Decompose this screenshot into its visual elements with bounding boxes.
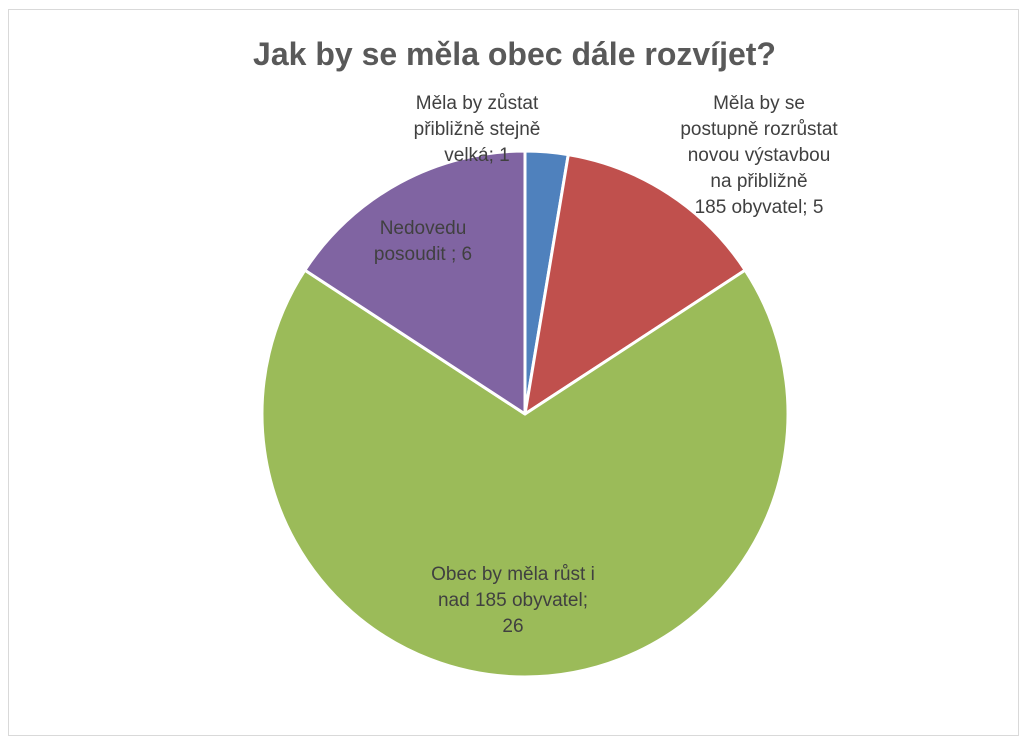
data-label-line: posoudit ; 6 — [374, 244, 472, 265]
data-label-4: Nedovedu posoudit ; 6 — [374, 218, 472, 265]
data-label-line: 185 obyvatel; 5 — [695, 197, 824, 218]
chart-title: Jak by se měla obec dále rozvíjet? — [253, 36, 776, 72]
data-label-line: novou výstavbou — [688, 145, 831, 166]
data-label-line: velká; 1 — [444, 145, 509, 166]
pie-slice-2 — [523, 153, 747, 416]
data-label-line: Obec by měla růst i — [431, 564, 595, 585]
data-label-1: Měla by zůstat přibližně stejně velká; 1 — [414, 93, 541, 166]
data-label-line: postupně rozrůstat — [680, 119, 838, 140]
data-label-3: Obec by měla růst i nad 185 obyvatel; 26 — [431, 564, 595, 637]
data-label-line: Měla by se — [713, 93, 805, 114]
pie-slice-4 — [303, 149, 527, 416]
data-label-line: přibližně stejně — [414, 119, 541, 140]
data-label-line: nad 185 obyvatel; — [438, 590, 588, 611]
data-label-2: Měla by se postupně rozrůstat novou výstav… — [680, 93, 838, 218]
data-label-line: Nedovedu — [380, 218, 467, 239]
pie-slice-3 — [260, 268, 790, 679]
data-label-line: na přibližně — [710, 171, 807, 192]
data-label-line: 26 — [502, 616, 523, 637]
data-label-line: Měla by zůstat — [416, 93, 539, 114]
